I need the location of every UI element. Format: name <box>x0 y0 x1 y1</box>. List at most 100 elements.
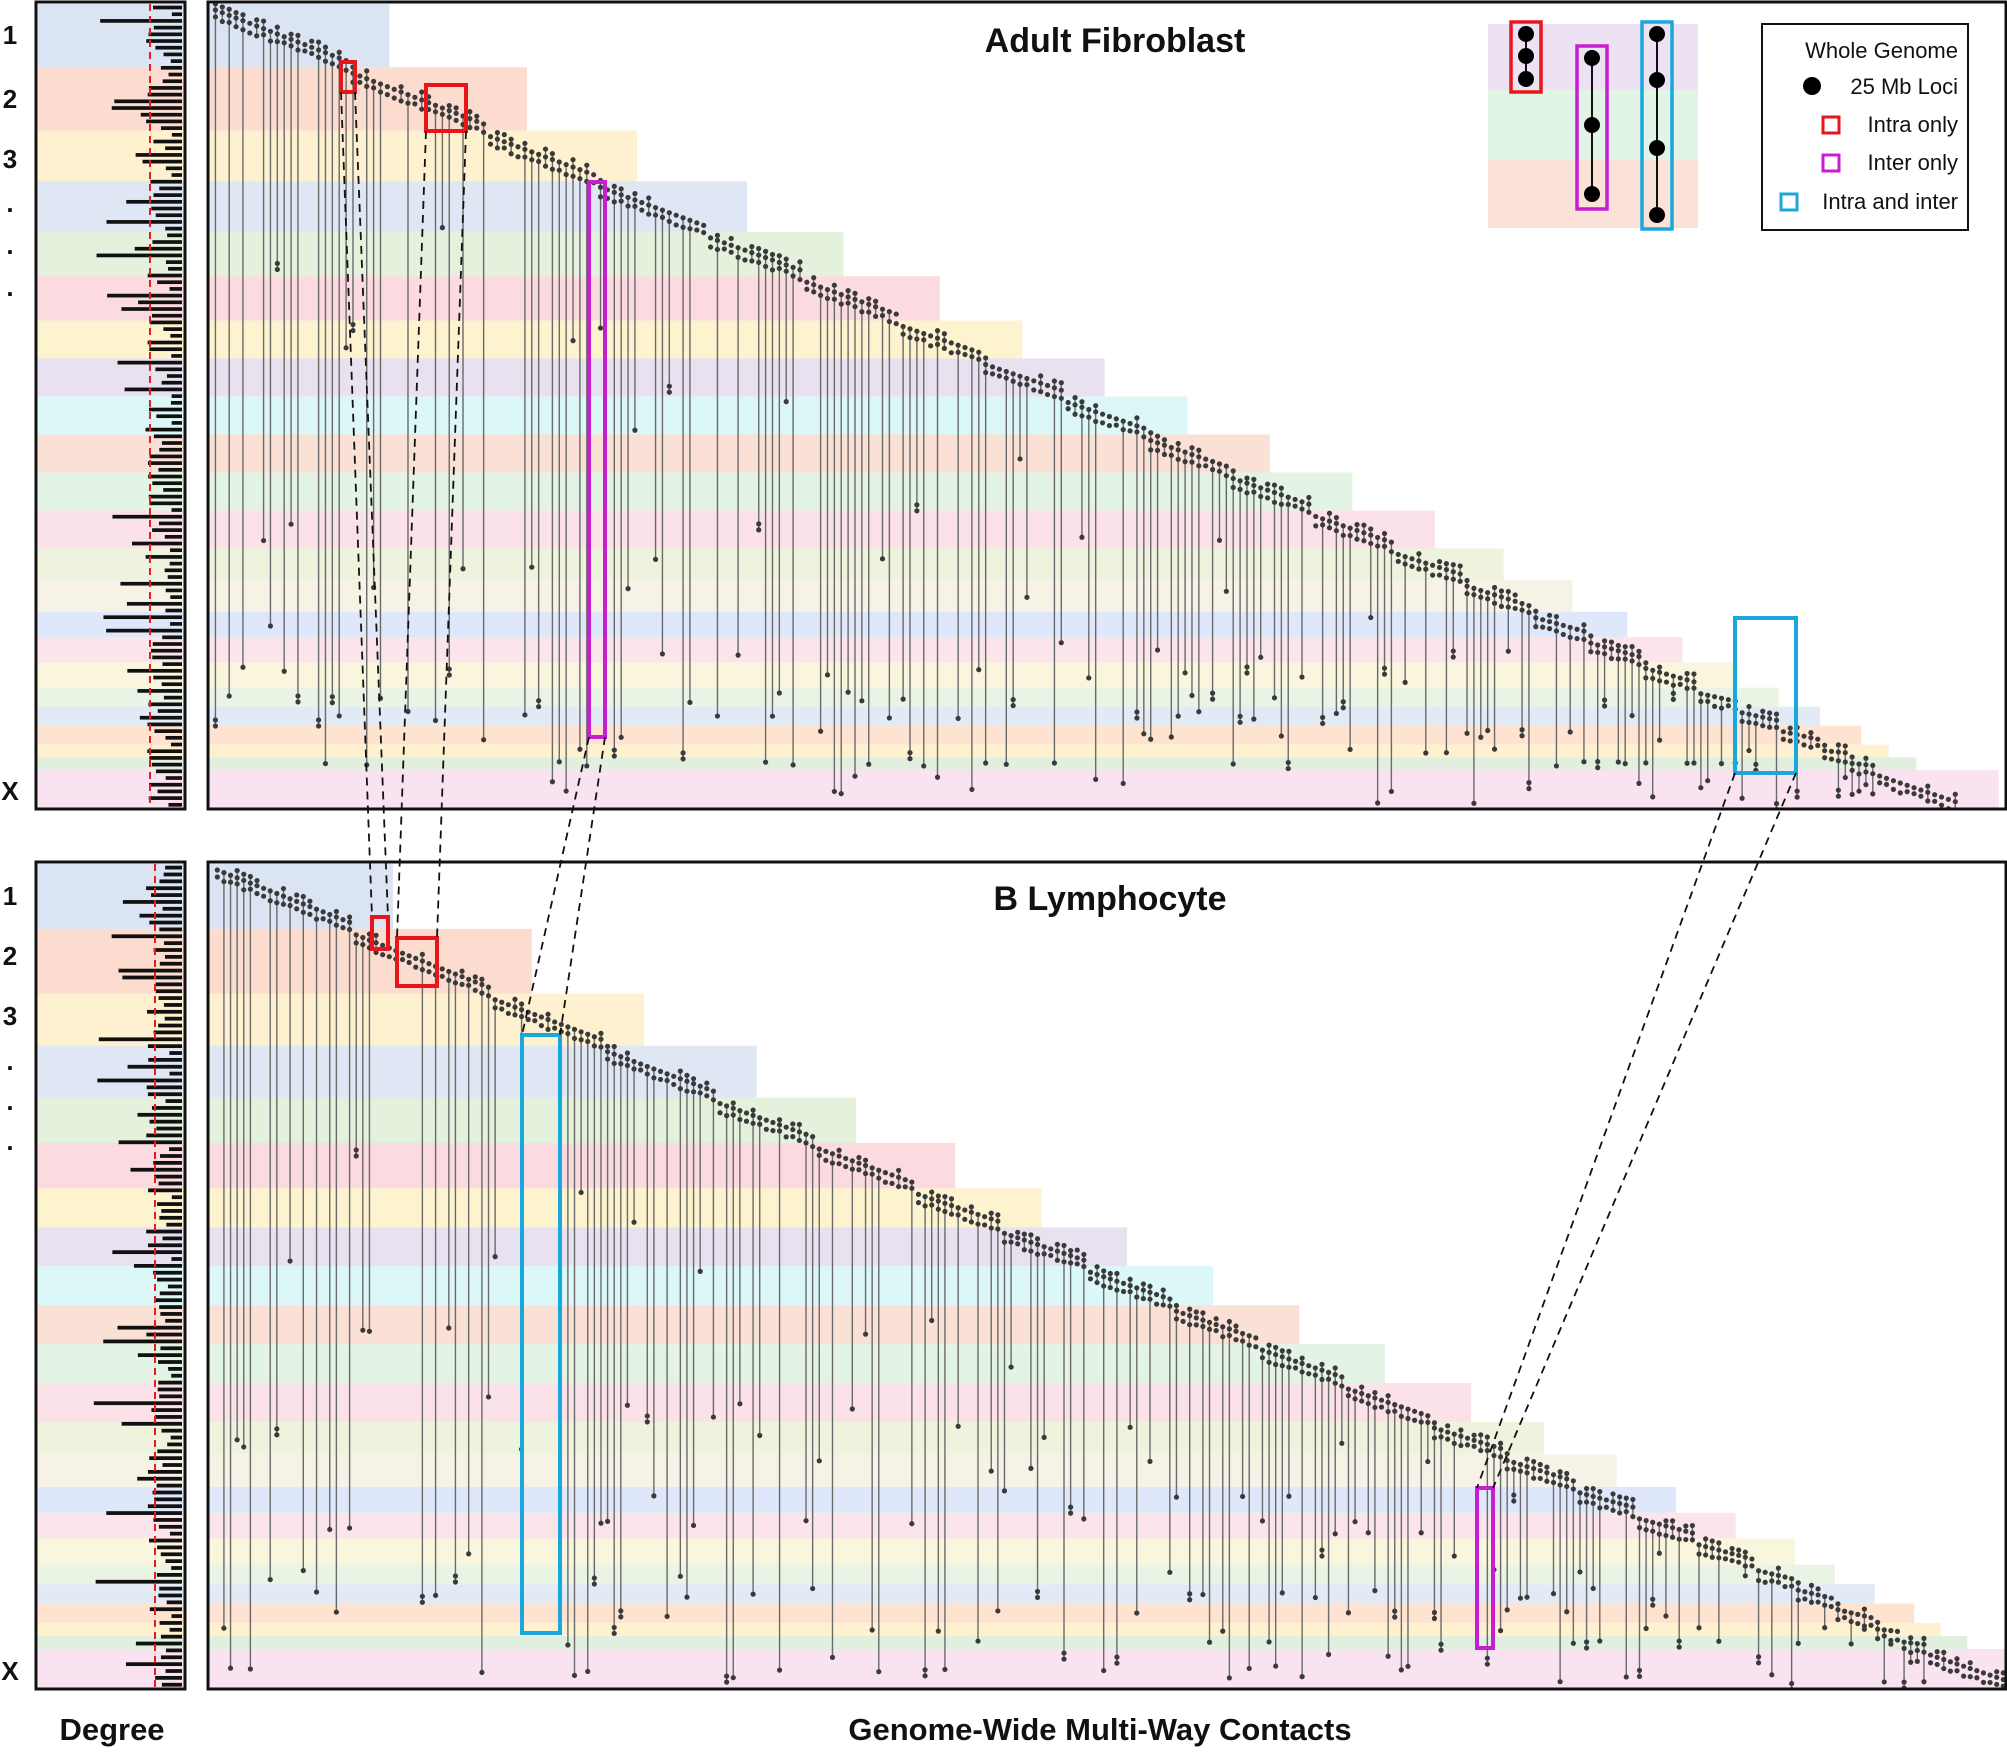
degree-bars <box>38 4 184 1688</box>
locus-dot <box>1200 1317 1206 1323</box>
locus-dot <box>1464 1442 1471 1448</box>
locus-dot <box>1749 1563 1755 1569</box>
degree-bar <box>158 1593 182 1598</box>
locus-dot <box>1072 402 1078 408</box>
locus-dot <box>1200 1591 1206 1598</box>
locus-dot <box>1698 785 1704 791</box>
locus-dot <box>1038 389 1044 395</box>
locus-dot <box>1278 492 1284 498</box>
locus-dot <box>322 44 329 50</box>
locus-dot <box>756 521 762 527</box>
locus-dot <box>1061 1242 1067 1249</box>
locus-dot <box>1656 1550 1662 1556</box>
degree-bar <box>171 1566 182 1570</box>
locus-dot <box>1451 1440 1457 1446</box>
locus-dot <box>1230 761 1236 767</box>
locus-dot <box>499 1006 505 1012</box>
locus-dot <box>380 942 386 948</box>
locus-dot <box>776 1117 783 1123</box>
locus-dot <box>1656 669 1663 675</box>
chromosome-band <box>208 1538 1796 1565</box>
locus-dot <box>1154 433 1161 439</box>
degree-bar <box>160 126 182 130</box>
locus-dot <box>690 1522 697 1529</box>
locus-dot <box>955 715 961 722</box>
locus-dot <box>1908 1640 1914 1646</box>
locus-dot <box>735 245 741 251</box>
locus-dot <box>671 1073 677 1079</box>
degree-bar <box>151 206 182 211</box>
locus-dot <box>1712 703 1718 710</box>
locus-dot <box>406 959 412 966</box>
locus-dot <box>446 1325 452 1331</box>
locus-dot <box>921 337 927 343</box>
locus-dot <box>1246 1665 1252 1672</box>
locus-dot <box>707 244 714 250</box>
locus-dot <box>1196 454 1202 460</box>
locus-dot <box>598 1030 604 1036</box>
locus-dot <box>1760 714 1766 720</box>
degree-bar <box>162 1463 182 1467</box>
locus-dot <box>1120 427 1126 433</box>
locus-dot <box>1189 692 1195 699</box>
locus-dot <box>1883 775 1890 781</box>
locus-dot <box>261 893 267 899</box>
locus-dot <box>538 1014 545 1020</box>
locus-dot <box>512 1012 518 1018</box>
locus-dot <box>1564 1483 1570 1490</box>
locus-dot <box>1193 1309 1199 1315</box>
locus-dot <box>1767 710 1773 716</box>
locus-dot <box>1590 1500 1596 1506</box>
locus-dot <box>1087 1276 1094 1282</box>
locus-dot <box>288 31 294 37</box>
locus-dot <box>481 121 487 127</box>
locus-dot <box>1932 792 1938 798</box>
locus-dot <box>1921 1679 1927 1685</box>
locus-dot <box>757 1115 763 1121</box>
locus-dot <box>677 1068 683 1074</box>
locus-dot <box>578 1029 584 1035</box>
locus-dot <box>1081 1263 1087 1270</box>
degree-band <box>38 1421 184 1455</box>
locus-dot <box>941 345 947 351</box>
locus-dot <box>790 1126 796 1133</box>
locus-dot <box>1597 1488 1603 1495</box>
locus-dot <box>1718 695 1725 701</box>
locus-dot <box>1279 1354 1285 1360</box>
degree-bar <box>156 1483 182 1488</box>
legend-label-loci: 25 Mb Loci <box>1850 74 1958 99</box>
degree-bar <box>167 1442 182 1447</box>
locus-dot <box>529 149 535 155</box>
locus-dot <box>487 134 494 140</box>
locus-dot <box>1209 696 1216 702</box>
locus-dot <box>632 191 638 197</box>
locus-dot <box>1113 422 1119 428</box>
glyph-dot <box>1649 26 1665 42</box>
glyph-dot <box>1649 72 1665 88</box>
locus-dot <box>343 67 349 73</box>
locus-dot <box>823 1157 829 1163</box>
degree-bar <box>135 1641 182 1646</box>
locus-dot <box>934 341 941 348</box>
locus-dot <box>472 987 478 993</box>
locus-dot <box>1127 1276 1133 1282</box>
locus-dot <box>680 750 686 756</box>
locus-dot <box>749 250 755 256</box>
locus-dot <box>1175 456 1181 462</box>
degree-bar <box>147 92 182 97</box>
degree-bar <box>168 1366 182 1371</box>
degree-bar <box>138 300 182 305</box>
locus-dot <box>274 900 280 906</box>
locus-dot <box>1167 1296 1173 1302</box>
locus-dot <box>439 225 445 231</box>
degree-bar <box>147 1044 182 1049</box>
degree-bar <box>153 675 182 680</box>
locus-dot <box>824 672 831 678</box>
degree-bar <box>156 1126 182 1131</box>
chromosome-band <box>208 687 1779 707</box>
degree-bar <box>158 996 182 1000</box>
locus-dot <box>446 977 452 983</box>
locus-dot <box>824 286 831 293</box>
locus-dot <box>697 1268 703 1274</box>
locus-dot <box>1941 1656 1947 1663</box>
